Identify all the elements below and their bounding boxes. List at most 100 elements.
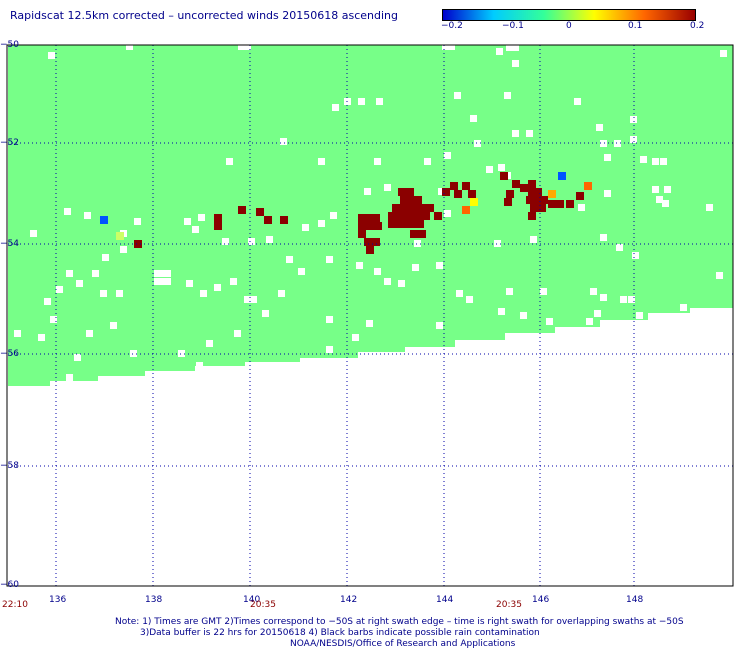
rain-cell <box>512 180 520 188</box>
rain-cell <box>540 196 548 204</box>
missing-cell <box>92 270 99 277</box>
missing-cell <box>200 290 207 297</box>
missing-cell <box>266 236 273 243</box>
missing-cell <box>652 186 659 193</box>
missing-cell <box>632 252 639 259</box>
missing-cell <box>436 262 443 269</box>
missing-cell <box>134 218 141 225</box>
missing-cell <box>374 268 381 275</box>
time-label-2: 20:35 <box>250 600 276 610</box>
missing-cell <box>384 184 391 191</box>
missing-cell <box>454 92 461 99</box>
missing-cell <box>332 104 339 111</box>
rain-flag-layer <box>100 172 592 254</box>
note-line-1: Note: 1) Times are GMT 2)Times correspon… <box>115 617 684 627</box>
missing-cell <box>66 374 73 381</box>
lat-label-52: −52 <box>0 138 19 148</box>
missing-cell <box>526 130 533 137</box>
colorbar <box>442 9 696 21</box>
missing-cell <box>540 288 547 295</box>
missing-cell <box>126 43 133 50</box>
missing-cell <box>628 296 635 303</box>
note-line-3: NOAA/NESDIS/Office of Research and Appli… <box>290 639 516 649</box>
rain-cell <box>406 188 414 196</box>
rain-cell <box>366 214 374 222</box>
missing-cell <box>504 92 511 99</box>
rain-cell <box>410 212 418 220</box>
missing-cell <box>154 270 161 277</box>
missing-cell <box>512 130 519 137</box>
missing-cell <box>30 230 37 237</box>
rain-cell <box>426 204 434 212</box>
missing-cell <box>470 115 477 122</box>
lon-label-146: 146 <box>532 595 550 605</box>
rain-cell <box>534 196 542 204</box>
missing-cell <box>130 350 137 357</box>
missing-cell <box>86 330 93 337</box>
rain-cell <box>280 216 288 224</box>
rain-cell <box>366 222 374 230</box>
missing-cell <box>574 98 581 105</box>
missing-cell <box>250 296 257 303</box>
missing-cell <box>234 330 241 337</box>
missing-cell <box>244 296 251 303</box>
rain-cell <box>414 204 422 212</box>
rain-cell <box>528 180 536 188</box>
missing-cell <box>578 204 585 211</box>
missing-cell <box>600 234 607 241</box>
rain-cell <box>388 220 396 228</box>
lat-label-56: −56 <box>0 349 19 359</box>
missing-cell <box>110 322 117 329</box>
missing-cell <box>436 322 443 329</box>
rain-cell <box>404 220 412 228</box>
missing-cell <box>424 158 431 165</box>
missing-cell <box>356 262 363 269</box>
missing-cell <box>366 320 373 327</box>
rain-cell <box>400 204 408 212</box>
missing-cell <box>318 220 325 227</box>
missing-cell <box>374 158 381 165</box>
missing-cell <box>178 350 185 357</box>
missing-cell <box>414 240 421 247</box>
lon-label-144: 144 <box>436 595 454 605</box>
missing-cell <box>498 308 505 315</box>
rain-cell <box>506 190 514 198</box>
map-frame <box>6 44 734 587</box>
missing-cell <box>186 280 193 287</box>
rain-cell <box>374 222 382 230</box>
missing-cell <box>706 204 713 211</box>
missing-cell <box>444 152 451 159</box>
missing-cell <box>280 138 287 145</box>
rain-cell <box>500 172 508 180</box>
rain-cell <box>214 222 222 230</box>
rain-cell <box>526 196 534 204</box>
missing-cell <box>640 156 647 163</box>
rain-cell <box>358 214 366 222</box>
missing-cell <box>248 238 255 245</box>
colorbar-label-min: −0.2 <box>441 21 463 31</box>
colorbar-label-max: 0.2 <box>690 21 705 31</box>
difference-cell <box>584 182 592 190</box>
missing-cell <box>660 158 667 165</box>
rain-cell <box>418 230 426 238</box>
missing-cell <box>364 188 371 195</box>
missing-cell <box>496 48 503 55</box>
missing-cell <box>506 288 513 295</box>
missing-cell <box>630 136 637 143</box>
missing-cell <box>596 124 603 131</box>
rain-cell <box>358 230 366 238</box>
lon-label-140: 140 <box>243 595 261 605</box>
rain-cell <box>576 192 584 200</box>
missing-cell <box>244 43 251 50</box>
missing-cell <box>318 158 325 165</box>
missing-cell <box>716 272 723 279</box>
missing-cell <box>326 316 333 323</box>
missing-cell <box>720 50 727 57</box>
missing-cell <box>662 200 669 207</box>
rain-cell <box>420 204 428 212</box>
rain-cell <box>416 212 424 220</box>
time-label-3: 20:35 <box>496 600 522 610</box>
missing-cell <box>120 246 127 253</box>
missing-cell <box>546 318 553 325</box>
